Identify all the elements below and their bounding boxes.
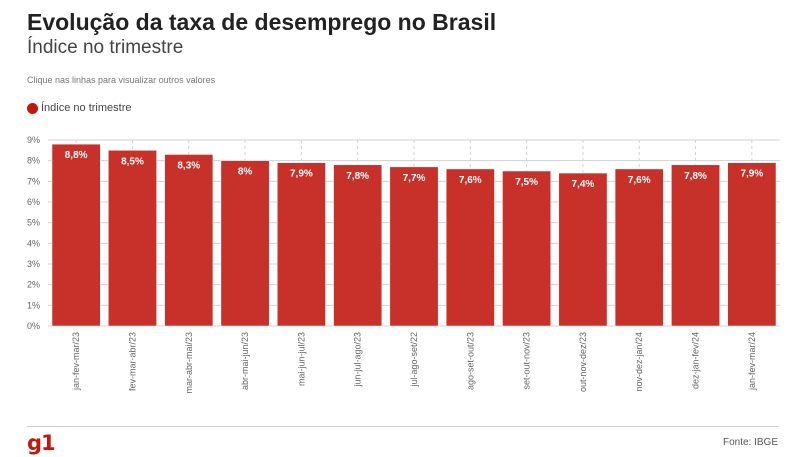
y-axis: 0% 1% 2% 3% 4% 5% 6% 7% 8% 9% bbox=[27, 135, 40, 331]
bar[interactable] bbox=[333, 164, 383, 327]
bar-value-label: 8% bbox=[238, 167, 253, 178]
bar-value-label: 8,8% bbox=[65, 150, 88, 161]
y-tick-label: 4% bbox=[27, 238, 40, 248]
bar-value-label: 7,8% bbox=[346, 171, 369, 182]
y-tick-label: 7% bbox=[27, 176, 40, 186]
y-tick-label: 2% bbox=[27, 280, 40, 290]
bar[interactable] bbox=[51, 143, 101, 327]
chart-title: Evolução da taxa de desemprego no Brasil bbox=[27, 9, 497, 35]
x-tick-label: abr-mai-jun/23 bbox=[240, 332, 250, 390]
x-tick-label: set-out-nov/23 bbox=[522, 332, 532, 390]
y-tick-label: 6% bbox=[27, 197, 40, 207]
bar[interactable] bbox=[502, 170, 552, 327]
x-tick-label: mai-jun-jul/23 bbox=[296, 332, 306, 386]
y-tick-label: 5% bbox=[27, 218, 40, 228]
y-tick-label: 3% bbox=[27, 259, 40, 269]
bar-value-label: 8,3% bbox=[177, 160, 200, 171]
interaction-hint: Clique nas linhas para visualizar outros… bbox=[27, 75, 216, 85]
bar[interactable] bbox=[220, 160, 270, 327]
bar-value-label: 7,4% bbox=[572, 179, 595, 190]
bar[interactable] bbox=[276, 162, 326, 327]
bar[interactable] bbox=[445, 168, 495, 327]
x-tick-label: nov-dez-jan/24 bbox=[634, 332, 644, 392]
bars: 8,8% 8,5% 8,3% 8% 7,9% 7,8% 7,7% 7,6% 7,5% 7,4% 7,… bbox=[51, 143, 777, 327]
bar[interactable] bbox=[164, 154, 214, 327]
x-tick-label: jul-ago-set/22 bbox=[409, 332, 419, 388]
x-tick-label: jan-fev-mar/24 bbox=[747, 332, 757, 391]
bar-chart: 0% 1% 2% 3% 4% 5% 6% 7% 8% 9% 8,8% 8,5% 8,3% 8% 7,9% 7… bbox=[27, 135, 780, 394]
bar-value-label: 7,9% bbox=[740, 169, 763, 180]
x-axis: jan-fev-mar/23 fev-mar-abr/23 mar-abr-mai/… bbox=[71, 332, 757, 394]
source-note: Fonte: IBGE bbox=[722, 437, 778, 448]
footer-divider bbox=[27, 426, 778, 427]
g1-logo: g1 bbox=[27, 431, 56, 455]
y-tick-label: 0% bbox=[27, 321, 40, 331]
bar[interactable] bbox=[389, 166, 439, 327]
bar[interactable] bbox=[614, 168, 664, 327]
bar-value-label: 7,9% bbox=[290, 169, 313, 180]
bar-value-label: 7,8% bbox=[684, 171, 707, 182]
bar-value-label: 7,7% bbox=[403, 173, 426, 184]
legend-item[interactable]: Índice no trimestre bbox=[27, 102, 131, 114]
x-tick-label: dez-jan-fev/24 bbox=[691, 332, 701, 389]
y-tick-label: 1% bbox=[27, 300, 40, 310]
y-tick-label: 8% bbox=[27, 156, 40, 166]
x-tick-label: fev-mar-abr/23 bbox=[127, 332, 137, 391]
bar[interactable] bbox=[671, 164, 720, 327]
legend-dot-icon bbox=[27, 102, 38, 114]
x-tick-label: jan-fev-mar/23 bbox=[71, 332, 81, 391]
x-tick-label: mar-abr-mai/23 bbox=[184, 332, 194, 394]
bar-value-label: 7,6% bbox=[459, 175, 482, 186]
legend-label: Índice no trimestre bbox=[41, 102, 132, 114]
bar-value-label: 8,5% bbox=[121, 156, 144, 167]
x-tick-label: jun-jul-ago/23 bbox=[353, 332, 363, 388]
x-tick-label: out-nov-dez/23 bbox=[578, 332, 588, 392]
chart-subtitle: Índice no trimestre bbox=[27, 37, 184, 58]
x-tick-label: ago-set-out/23 bbox=[465, 332, 475, 390]
y-tick-label: 9% bbox=[27, 135, 40, 145]
bar[interactable] bbox=[558, 172, 608, 327]
bar[interactable] bbox=[108, 150, 157, 327]
bar-value-label: 7,5% bbox=[515, 177, 538, 188]
bar[interactable] bbox=[727, 162, 777, 327]
bar-value-label: 7,6% bbox=[628, 175, 651, 186]
